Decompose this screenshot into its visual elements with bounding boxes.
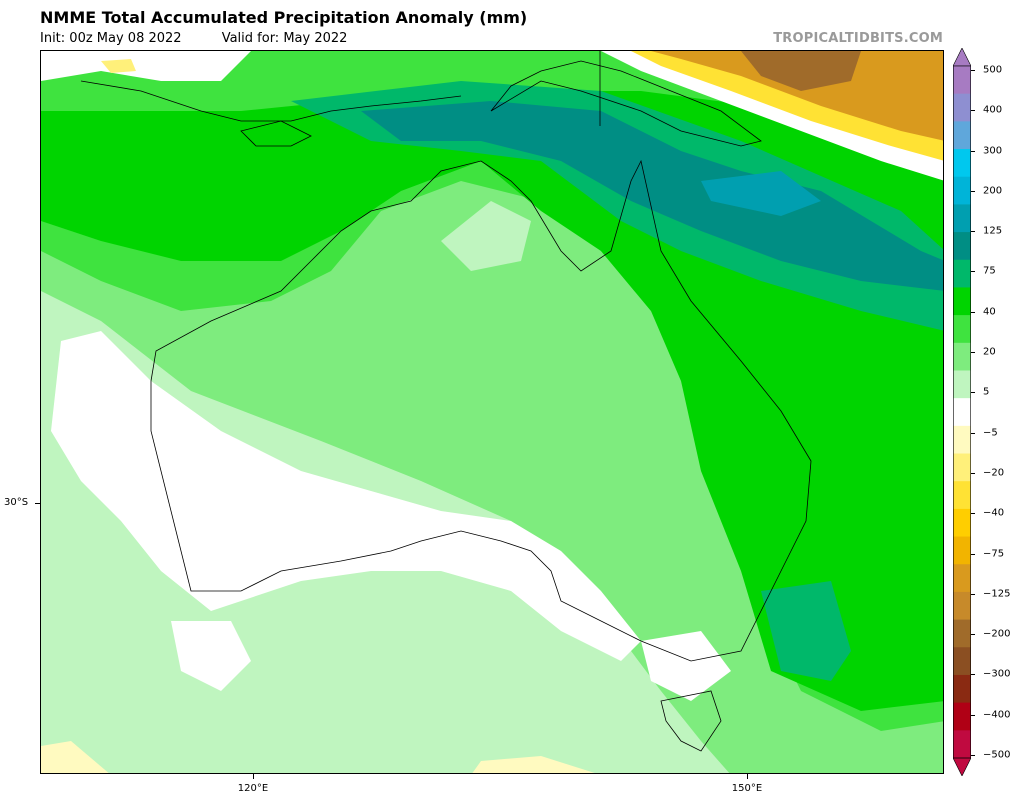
tasmania-coastline	[660, 690, 722, 752]
colorbar-swatch	[953, 564, 971, 593]
anomaly-fill-100	[291, 81, 943, 331]
colorbar-tick	[971, 150, 975, 152]
map-canvas	[41, 51, 943, 773]
colorbar-label: −500	[983, 749, 1011, 761]
coastline-group	[80, 51, 812, 752]
colorbar-label: −75	[983, 548, 1005, 560]
colorbar-swatch	[953, 481, 971, 510]
colorbar-label: 400	[983, 104, 1003, 116]
colorbar-tick	[971, 714, 975, 716]
lat-label-30s: 30°S	[4, 497, 29, 508]
anomaly-fill-neutral-nw	[41, 51, 251, 81]
site-credit: TROPICALTIDBITS.COM	[773, 31, 943, 46]
lat-tick-30s	[35, 503, 40, 504]
colorbar-swatch	[953, 342, 971, 371]
colorbar-label: 75	[983, 265, 996, 277]
colorbar-tick	[971, 432, 975, 434]
colorbar-swatch	[953, 204, 971, 233]
colorbar-label: −125	[983, 588, 1011, 600]
colorbar-swatch	[953, 508, 971, 538]
anomaly-fill-neutral-southwest	[171, 621, 251, 691]
colorbar-tick	[971, 231, 975, 233]
colorbar-swatch	[953, 149, 971, 178]
colorbar-swatch	[953, 702, 971, 731]
colorbar-tick	[971, 553, 975, 555]
colorbar-label: −20	[983, 467, 1005, 479]
anomaly-fill-neg-nw-dot	[101, 59, 136, 73]
colorbar-tick	[971, 472, 975, 474]
colorbar-top-arrow	[953, 48, 971, 67]
colorbar-frame	[953, 65, 971, 759]
colorbar-swatch	[953, 730, 971, 759]
lon-label-120e: 120°E	[237, 783, 269, 794]
colorbar-swatch	[953, 619, 971, 648]
colorbar-swatch	[953, 121, 971, 150]
colorbar-label: −400	[983, 709, 1011, 721]
map-title: NMME Total Accumulated Precipitation Ano…	[40, 8, 528, 27]
lon-label-150e: 150°E	[731, 783, 763, 794]
colorbar-swatch	[953, 591, 971, 621]
anomaly-fill-125	[361, 101, 943, 291]
new-guinea-coastline	[490, 60, 762, 147]
colorbar-tick	[971, 190, 975, 192]
colorbar-swatch	[953, 315, 971, 344]
colorbar-tick	[971, 311, 975, 313]
colorbar-swatch	[953, 287, 971, 316]
colorbar-tick	[971, 392, 975, 394]
colorbar-label: 300	[983, 145, 1003, 157]
colorbar-label: 20	[983, 346, 996, 358]
init-text: Init: 00z May 08 2022	[40, 31, 182, 46]
colorbar-tick	[971, 352, 975, 354]
anomaly-fill-neutral-inland	[441, 201, 531, 271]
lon-tick-120e	[253, 774, 254, 779]
colorbar-tick	[971, 755, 975, 756]
colorbar-label: −5	[983, 427, 998, 439]
colorbar-swatch	[953, 425, 971, 455]
colorbar-tick	[971, 674, 975, 676]
colorbar-bottom-arrow	[953, 757, 971, 776]
colorbar-tick	[971, 70, 975, 71]
indonesia-islands	[80, 80, 462, 122]
anomaly-fill-neutral-south2	[641, 631, 731, 701]
map-subtitle: Init: 00z May 08 2022 Valid for: May 202…	[40, 31, 347, 46]
timor-coastline	[240, 120, 312, 147]
colorbar-tick	[971, 634, 975, 636]
colorbar-tick	[971, 271, 975, 273]
anomaly-fill-150	[701, 171, 821, 216]
colorbar-swatch	[953, 66, 971, 95]
anomaly-fill-neg-ne-brown	[741, 51, 861, 91]
colorbar-swatch	[953, 259, 971, 288]
colorbar-swatch	[953, 370, 971, 399]
lon-tick-150e	[747, 774, 748, 779]
anomaly-fill-40-green-east	[761, 581, 851, 681]
colorbar-tick	[971, 110, 975, 112]
colorbar-swatch	[953, 93, 971, 122]
colorbar-label: 40	[983, 306, 996, 318]
colorbar-label: −300	[983, 668, 1011, 680]
colorbar-label: −200	[983, 628, 1011, 640]
anomaly-fill-neutral-south	[51, 331, 641, 661]
colorbar-swatch	[953, 176, 971, 205]
colorbar-swatch	[953, 232, 971, 261]
colorbar-swatch	[953, 398, 971, 427]
colorbar-label: −40	[983, 507, 1005, 519]
colorbar-swatch	[953, 647, 971, 676]
valid-text: Valid for: May 2022	[221, 31, 348, 46]
colorbar-label: 125	[983, 225, 1003, 237]
anomaly-fill-neg-sw	[41, 741, 109, 773]
colorbar-label: 500	[983, 64, 1003, 76]
colorbar-swatch	[953, 453, 971, 482]
anomaly-fill-neg-s	[472, 756, 595, 773]
colorbar-label: 200	[983, 185, 1003, 197]
anomaly-fill-neg-ne-orange	[651, 51, 943, 141]
colorbar-swatch	[953, 674, 971, 704]
colorbar-tick	[971, 513, 975, 515]
precip-anomaly-map	[40, 50, 944, 774]
australia-coastline	[150, 159, 812, 662]
colorbar	[953, 48, 971, 776]
colorbar-label: 5	[983, 386, 990, 398]
colorbar-tick	[971, 593, 975, 595]
colorbar-swatch	[953, 536, 971, 565]
